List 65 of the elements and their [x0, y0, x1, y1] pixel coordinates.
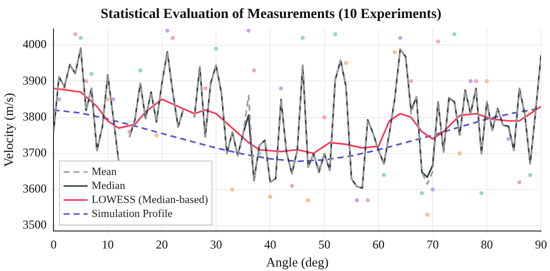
x-tick-label: 70: [426, 237, 439, 252]
point: [409, 79, 414, 84]
y-tick-label: 4000: [22, 37, 47, 52]
point: [398, 36, 402, 40]
point: [290, 184, 294, 188]
point: [214, 46, 218, 51]
point: [165, 28, 170, 33]
legend-label: LOWESS (Median-based): [92, 194, 208, 206]
point: [84, 79, 88, 84]
point: [354, 198, 359, 202]
chart-title: Statistical Evaluation of Measurements (10 Experiments): [100, 7, 442, 22]
point: [90, 72, 94, 76]
legend-label: Mean: [92, 166, 118, 178]
point: [468, 79, 473, 84]
point: [333, 32, 338, 36]
point: [506, 136, 511, 141]
point: [57, 97, 62, 102]
point: [268, 194, 272, 199]
x-tick-label: 10: [102, 237, 114, 252]
point: [425, 212, 430, 217]
x-tick-label: 80: [480, 237, 493, 252]
point: [170, 36, 175, 40]
x-tick-label: 20: [156, 237, 168, 252]
point: [300, 36, 305, 40]
point: [366, 198, 370, 202]
x-tick-label: 60: [372, 237, 385, 252]
point: [203, 86, 208, 90]
x-tick-label: 0: [50, 237, 57, 252]
point: [78, 36, 83, 40]
point: [430, 187, 435, 192]
point: [436, 39, 440, 44]
x-tick-label: 40: [264, 237, 276, 252]
y-tick-label: 3900: [22, 73, 47, 88]
x-tick-label: 50: [318, 237, 330, 252]
point: [154, 133, 158, 138]
point: [252, 68, 256, 72]
point: [382, 173, 386, 178]
point: [479, 191, 484, 196]
point: [138, 68, 142, 72]
y-tick-label: 3700: [22, 146, 47, 160]
legend-label: Median: [92, 180, 126, 192]
point: [420, 191, 424, 196]
y-tick-label: 3600: [22, 182, 47, 196]
y-tick-label: 3800: [22, 109, 47, 124]
x-axis-title: Angle (deg): [266, 254, 329, 270]
y-tick-label: 3500: [22, 218, 47, 232]
y-axis-title: Velocity (m/s): [1, 92, 16, 167]
point: [322, 115, 326, 120]
point: [517, 180, 522, 184]
point: [458, 151, 462, 156]
point: [392, 50, 397, 54]
point: [106, 97, 110, 102]
point: [73, 32, 78, 36]
x-tick-label: 90: [535, 237, 547, 252]
point: [474, 79, 478, 84]
point: [306, 198, 310, 202]
point: [528, 173, 532, 178]
point: [246, 28, 251, 33]
point: [279, 86, 284, 90]
point: [230, 187, 234, 192]
x-tick-label: 30: [210, 237, 222, 252]
point: [484, 79, 489, 84]
point: [344, 61, 348, 66]
point: [452, 32, 456, 36]
legend-label: Simulation Profile: [92, 208, 173, 220]
